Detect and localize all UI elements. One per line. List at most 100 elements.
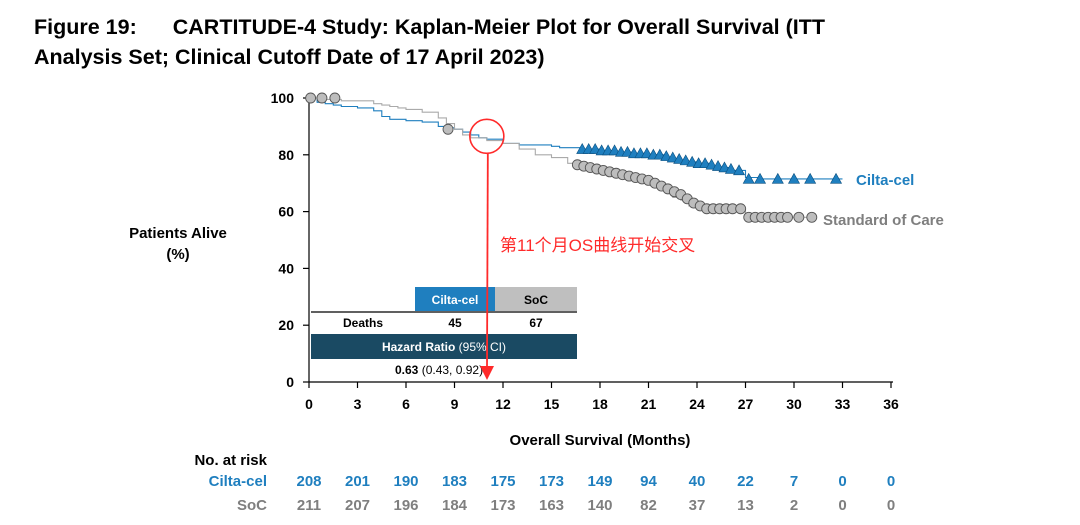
x-tick-label: 9 xyxy=(451,396,459,412)
y-tick-label: 0 xyxy=(286,374,294,390)
risk-row-label: Cilta-cel xyxy=(209,473,267,490)
risk-count: 208 xyxy=(296,473,321,490)
x-tick-label: 36 xyxy=(883,396,899,412)
censor-circle-marker xyxy=(442,123,454,135)
censor-triangle-marker xyxy=(712,160,725,171)
annotation-arrow-head xyxy=(480,366,494,380)
hr-deaths-cilta-cel: 45 xyxy=(448,316,462,330)
crossing-annotation: 第11个月OS曲线开始交叉 xyxy=(469,118,695,380)
hr-band xyxy=(311,334,577,359)
risk-count: 140 xyxy=(587,497,612,514)
censor-circle-marker xyxy=(316,92,328,104)
risk-count: 94 xyxy=(640,473,657,490)
hr-ci-label: (95% CI) xyxy=(455,340,506,354)
hr-label: Hazard Ratio xyxy=(382,340,455,354)
risk-count: 207 xyxy=(345,497,370,514)
risk-count: 2 xyxy=(790,497,798,514)
censor-triangle-marker xyxy=(666,151,679,163)
risk-count: 211 xyxy=(297,497,321,514)
risk-count: 0 xyxy=(838,473,846,490)
y-axis-title-line1: Patients Alive xyxy=(129,225,227,242)
x-tick-label: 24 xyxy=(689,396,705,412)
risk-count: 0 xyxy=(887,497,895,514)
hr-band-text: Hazard Ratio (95% CI) xyxy=(382,340,506,354)
censor-circle-marker xyxy=(329,92,341,104)
x-tick-label: 6 xyxy=(402,396,410,412)
risk-count: 40 xyxy=(689,473,706,490)
x-tick-label: 27 xyxy=(738,396,754,412)
figure-title-line1: CARTITUDE-4 Study: Kaplan-Meier Plot for… xyxy=(172,15,826,39)
censor-triangle-marker xyxy=(589,143,602,154)
censor-triangle-marker xyxy=(621,145,634,157)
censor-triangle-marker xyxy=(705,158,718,170)
risk-count: 37 xyxy=(689,497,706,514)
y-tick-label: 80 xyxy=(278,147,294,163)
censor-circle-marker xyxy=(806,211,818,223)
hazard-ratio-table: Cilta-cel SoC Deaths 45 67 Hazard Ratio (95% … xyxy=(311,287,577,377)
x-tick-label: 21 xyxy=(641,396,657,412)
x-tick-label: 12 xyxy=(495,396,511,412)
censor-markers xyxy=(305,92,843,223)
risk-row-label: SoC xyxy=(237,497,267,514)
censor-triangle-marker xyxy=(787,172,801,184)
hr-header-cilta-cel: Cilta-cel xyxy=(432,293,479,307)
risk-count: 175 xyxy=(490,473,515,490)
risk-count: 201 xyxy=(345,473,370,490)
censor-triangle-marker xyxy=(830,172,843,184)
series-labels: Cilta-cel Standard of Care xyxy=(823,172,944,229)
figure-label: Figure 19: xyxy=(34,15,137,39)
censor-triangle-marker xyxy=(673,152,686,164)
km-curve-soc xyxy=(309,97,811,218)
risk-count: 183 xyxy=(442,473,467,490)
censor-triangle-marker xyxy=(679,154,692,166)
y-tick-label: 20 xyxy=(278,317,294,333)
risk-table: No. at risk Cilta-cel 208 201 190 183 175 173 14… xyxy=(194,452,895,514)
hr-ci-value: (0.43, 0.92) xyxy=(418,363,483,377)
hr-deaths-soc: 67 xyxy=(529,316,543,330)
risk-count: 13 xyxy=(737,497,754,514)
censor-triangle-marker xyxy=(718,161,731,173)
x-axis-title: Overall Survival (Months) xyxy=(510,432,691,449)
x-tick-label: 0 xyxy=(305,396,313,412)
y-tick-label: 60 xyxy=(278,204,294,220)
risk-table-title: No. at risk xyxy=(194,452,267,469)
censor-triangle-marker xyxy=(724,162,737,174)
censor-triangle-marker xyxy=(771,172,784,184)
censor-circle-marker xyxy=(735,203,747,215)
censor-triangle-marker xyxy=(754,172,767,184)
figure-title-line2: Analysis Set; Clinical Cutoff Date of 17… xyxy=(34,45,545,69)
risk-count: 82 xyxy=(640,497,657,514)
censor-triangle-marker xyxy=(608,144,621,156)
x-tick-label: 33 xyxy=(835,396,851,412)
risk-count: 173 xyxy=(539,473,564,490)
risk-count: 0 xyxy=(887,473,895,490)
risk-count: 22 xyxy=(737,473,754,490)
hr-header-cilta-cel-bg xyxy=(415,287,495,311)
censor-triangle-marker xyxy=(653,148,666,160)
hr-value: 0.63 xyxy=(395,363,419,377)
censor-triangle-marker xyxy=(742,172,755,184)
risk-count: 163 xyxy=(539,497,564,514)
y-tick-label: 100 xyxy=(271,90,295,106)
censor-triangle-marker xyxy=(804,172,817,184)
hr-header-soc-bg xyxy=(495,287,577,311)
risk-count: 190 xyxy=(393,473,418,490)
censor-circle-marker xyxy=(305,92,317,104)
series-label-cilta-cel: Cilta-cel xyxy=(856,172,914,189)
censor-triangle-marker xyxy=(640,147,653,159)
series-label-soc: Standard of Care xyxy=(823,212,944,229)
crossing-highlight-circle xyxy=(469,118,505,155)
censor-triangle-marker xyxy=(699,157,712,169)
km-curves xyxy=(309,97,843,218)
x-tick-label: 30 xyxy=(786,396,802,412)
hr-deaths-label: Deaths xyxy=(343,316,383,330)
censor-triangle-marker xyxy=(733,164,746,176)
risk-count: 173 xyxy=(490,497,515,514)
risk-count: 7 xyxy=(790,473,798,490)
y-axis-title-line2: (%) xyxy=(166,246,189,263)
risk-count: 149 xyxy=(587,473,612,490)
risk-count: 0 xyxy=(838,497,846,514)
figure-title: Figure 19: CARTITUDE-4 Study: Kaplan-Meie… xyxy=(34,12,825,72)
